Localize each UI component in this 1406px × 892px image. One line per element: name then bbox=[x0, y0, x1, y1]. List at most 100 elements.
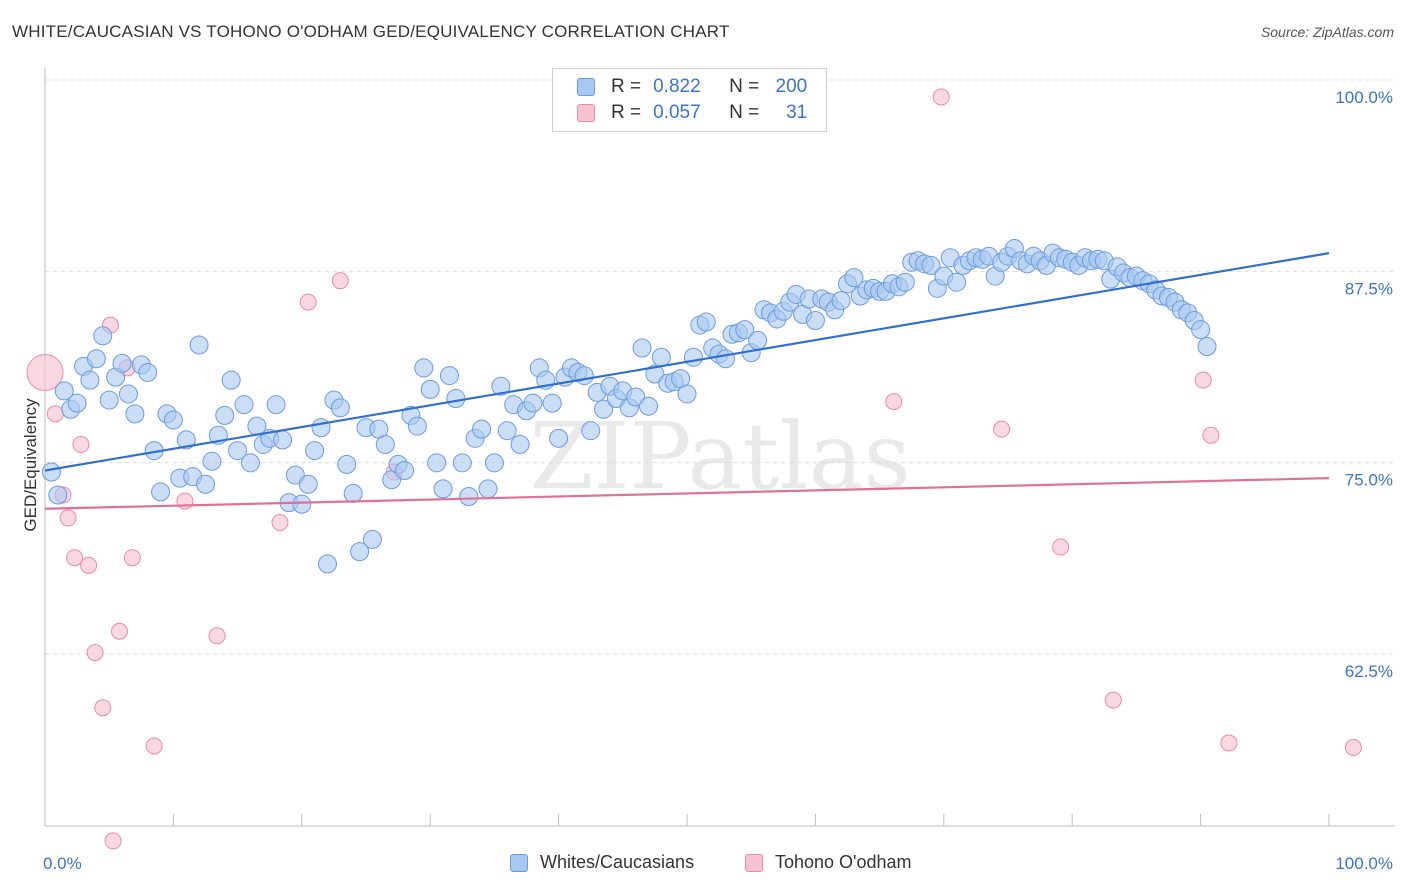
tohono-point bbox=[145, 737, 163, 755]
legend-n-label: N = bbox=[729, 102, 760, 123]
legend-swatch-tohono bbox=[745, 853, 763, 872]
white-point bbox=[542, 393, 562, 413]
tohono-point bbox=[176, 492, 194, 510]
white-point bbox=[523, 393, 543, 413]
tohono-point bbox=[1220, 734, 1238, 752]
tohono-point bbox=[932, 88, 950, 106]
legend-swatch-tohono bbox=[577, 104, 595, 122]
tohono-point bbox=[1344, 739, 1362, 757]
legend-n-value: 31 bbox=[786, 102, 808, 123]
white-point bbox=[683, 347, 703, 367]
white-point bbox=[266, 395, 286, 415]
white-point bbox=[305, 441, 325, 461]
white-point bbox=[626, 387, 646, 407]
white-point bbox=[298, 474, 318, 494]
source-label: Source: ZipAtlas.com bbox=[1260, 24, 1394, 40]
white-point bbox=[831, 291, 851, 311]
white-point bbox=[844, 268, 864, 288]
white-trend-line bbox=[44, 252, 1330, 472]
tohono-point bbox=[66, 549, 84, 567]
x-tick-label: 100.0% bbox=[1335, 854, 1393, 873]
white-point bbox=[478, 479, 498, 499]
white-points bbox=[41, 239, 1217, 574]
white-point bbox=[285, 465, 305, 485]
tohono-point bbox=[331, 272, 349, 290]
white-point bbox=[395, 460, 415, 480]
tohono-point bbox=[72, 435, 90, 453]
white-point bbox=[414, 358, 434, 378]
tohono-point bbox=[885, 393, 903, 411]
white-point bbox=[510, 434, 530, 454]
white-point bbox=[472, 419, 492, 439]
white-point bbox=[696, 312, 716, 332]
white-point bbox=[497, 421, 517, 441]
tohono-point bbox=[1202, 426, 1220, 444]
white-point bbox=[176, 430, 196, 450]
white-point bbox=[151, 482, 171, 502]
legend-label-tohono: Tohono O'odham bbox=[775, 852, 912, 872]
white-point bbox=[748, 330, 768, 350]
y-tick-label: 75.0% bbox=[1345, 471, 1393, 490]
white-point bbox=[375, 434, 395, 454]
white-point bbox=[1191, 320, 1211, 340]
watermark: ZIPatlas bbox=[529, 403, 910, 510]
y-tick-label: 87.5% bbox=[1345, 279, 1393, 298]
x-tick-label: 0.0% bbox=[43, 854, 82, 873]
chart-title: WHITE/CAUCASIAN VS TOHONO O'ODHAM GED/EQ… bbox=[12, 22, 730, 41]
white-point bbox=[420, 379, 440, 399]
white-point bbox=[362, 529, 382, 549]
white-point bbox=[125, 404, 145, 424]
white-point bbox=[350, 542, 370, 562]
white-point bbox=[433, 479, 453, 499]
axes bbox=[44, 68, 1395, 827]
legend-item-white[interactable]: Whites/Caucasians bbox=[510, 852, 694, 873]
y-axis-label: GED/Equivalency bbox=[21, 398, 40, 532]
white-point bbox=[947, 272, 967, 292]
tohono-point bbox=[1052, 538, 1070, 556]
white-point bbox=[805, 310, 825, 330]
white-point bbox=[234, 395, 254, 415]
y-tick-label: 100.0% bbox=[1335, 88, 1393, 107]
trend-lines bbox=[44, 252, 1330, 510]
white-point bbox=[317, 554, 337, 574]
tohono-point bbox=[59, 509, 77, 527]
white-point bbox=[645, 364, 665, 384]
tohono-trend-line bbox=[44, 477, 1330, 510]
y-tick-label: 62.5% bbox=[1345, 662, 1393, 681]
tohono-point bbox=[104, 832, 122, 850]
white-point bbox=[273, 430, 293, 450]
white-point bbox=[677, 384, 697, 404]
tohono-point bbox=[1104, 691, 1122, 709]
white-point bbox=[86, 349, 106, 369]
white-point bbox=[651, 347, 671, 367]
series-legend: Whites/Caucasians Tohono O'odham bbox=[0, 852, 1406, 876]
legend-item-tohono[interactable]: Tohono O'odham bbox=[745, 852, 912, 873]
white-point bbox=[484, 453, 504, 473]
tohono-point bbox=[208, 627, 226, 645]
tohono-point bbox=[123, 549, 141, 567]
white-point bbox=[67, 393, 87, 413]
white-point bbox=[138, 363, 158, 383]
white-point bbox=[41, 462, 61, 482]
white-point bbox=[716, 349, 736, 369]
white-point bbox=[549, 428, 569, 448]
tohono-point bbox=[1194, 371, 1212, 389]
legend-row-tohono: R = 0.057 N = 31 bbox=[577, 101, 807, 125]
white-point bbox=[196, 474, 215, 494]
tohono-point bbox=[110, 622, 128, 640]
white-point bbox=[343, 483, 363, 503]
white-point bbox=[189, 335, 209, 355]
white-point bbox=[311, 418, 331, 438]
white-point bbox=[292, 494, 312, 514]
legend-n-value: 200 bbox=[775, 76, 808, 97]
white-point bbox=[439, 366, 459, 386]
white-point bbox=[632, 338, 652, 358]
white-point bbox=[163, 410, 183, 430]
white-point bbox=[337, 454, 357, 474]
tohono-point bbox=[46, 405, 64, 423]
white-point bbox=[594, 399, 614, 419]
tohono-point bbox=[86, 644, 104, 662]
white-point bbox=[80, 370, 100, 390]
legend-row-white: R = 0.822 N = 200 bbox=[577, 75, 807, 99]
white-point bbox=[202, 451, 222, 471]
